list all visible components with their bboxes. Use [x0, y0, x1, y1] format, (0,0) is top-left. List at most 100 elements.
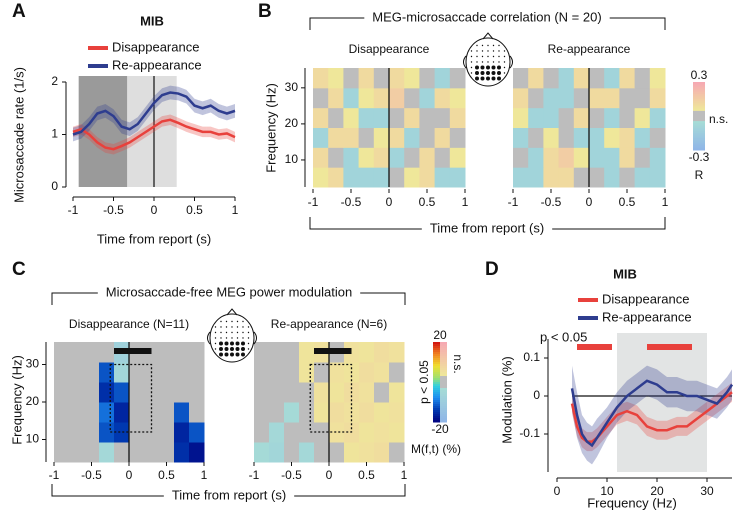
heatmap-cell — [589, 87, 605, 109]
heatmap-cell — [99, 442, 115, 463]
sensor — [214, 331, 217, 334]
colorbar-step — [440, 400, 447, 403]
heatmap-cell — [449, 167, 466, 188]
chart-title: Microsaccade-free MEG power modulation — [106, 284, 352, 299]
colorbar-step — [440, 346, 447, 349]
colorbar-step — [693, 100, 705, 103]
sensor — [214, 342, 217, 345]
heatmap-cell — [329, 422, 345, 443]
colorbar-step — [433, 392, 440, 395]
sensor — [487, 55, 489, 58]
heatmap-cell — [284, 362, 300, 383]
heatmap-cell — [159, 442, 175, 463]
head-ear — [509, 55, 513, 69]
panel-label: B — [258, 1, 272, 22]
heatmap-cell — [389, 402, 405, 423]
x-tick-label: 0.5 — [186, 203, 203, 217]
colorbar-step — [433, 412, 440, 415]
colorbar-step — [693, 129, 705, 132]
colorbar-step — [440, 348, 447, 351]
sensor — [247, 326, 250, 328]
colorbar-step — [433, 378, 440, 381]
colorbar-step — [433, 364, 440, 367]
heatmap-cell — [359, 402, 375, 423]
x-tick-label: 1 — [401, 468, 408, 482]
colorbar-step — [440, 364, 447, 367]
heatmap-cell — [344, 442, 360, 463]
colorbar-step — [440, 410, 447, 413]
colorbar-title: R — [695, 168, 704, 182]
heatmap-cell — [374, 402, 390, 423]
heatmap-cell — [343, 167, 360, 188]
x-tick-label: 0 — [386, 195, 393, 209]
heatmap-cell — [513, 68, 529, 89]
legend-label: Re-appearance — [602, 309, 692, 324]
colorbar-step — [693, 127, 705, 131]
heatmap-cell — [528, 68, 544, 89]
heatmap-cell — [69, 342, 85, 363]
heatmap-cell — [299, 402, 315, 423]
legend-label: Re-appearance — [112, 57, 202, 72]
heatmap-cell — [358, 127, 375, 148]
colorbar-step — [433, 394, 440, 397]
heatmap-cell — [314, 362, 330, 383]
sensor — [241, 341, 245, 346]
sensor — [498, 44, 500, 47]
colorbar-step — [433, 402, 440, 405]
sensor — [498, 61, 500, 63]
heatmap-cell — [404, 147, 420, 168]
heatmap-cell — [634, 68, 651, 89]
colorbar-step — [440, 404, 447, 407]
heatmap-cell — [189, 342, 205, 363]
colorbar-step — [433, 404, 440, 407]
sensor — [476, 61, 478, 63]
heatmap-cell — [343, 87, 360, 109]
colorbar-step — [440, 402, 447, 405]
heatmap-cell — [269, 362, 285, 383]
heatmap-cell — [299, 382, 315, 403]
heatmap-cell — [619, 87, 636, 109]
colorbar-step — [433, 416, 440, 419]
colorbar-step — [440, 406, 447, 409]
sensor — [486, 71, 490, 75]
x-tick-label: -1 — [49, 468, 60, 482]
colorbar-step — [693, 102, 705, 105]
heatmap-cell — [374, 442, 390, 463]
heatmap-cell — [54, 342, 70, 363]
colorbar-step — [433, 388, 440, 391]
head-ear — [207, 331, 211, 345]
heatmap-cell — [558, 147, 575, 168]
colorbar-step — [440, 416, 447, 419]
heatmap-cell — [84, 402, 100, 423]
heatmap-cell — [313, 167, 329, 188]
heatmap-cell — [189, 362, 205, 383]
heatmap-cell — [359, 362, 375, 383]
colorbar-step — [693, 105, 705, 108]
heatmap-cell — [404, 107, 420, 128]
heatmap-cell — [419, 147, 436, 168]
heatmap-cell — [313, 87, 329, 109]
sensor — [235, 347, 240, 351]
colorbar-step — [440, 392, 447, 395]
heatmap-cell — [434, 127, 451, 148]
heatmap-cell — [419, 87, 436, 109]
colorbar-step — [693, 109, 705, 112]
x-axis-label: Frequency (Hz) — [587, 495, 677, 510]
colorbar-step — [433, 360, 440, 363]
heatmap-cell — [189, 442, 205, 463]
heatmap-cell — [373, 87, 390, 109]
sensor — [242, 337, 244, 339]
colorbar-step — [440, 398, 447, 401]
heatmap-cell — [573, 127, 590, 148]
sensor — [220, 331, 222, 334]
colorbar-step — [693, 139, 705, 142]
colorbar-step — [693, 121, 705, 124]
heatmap-cell — [649, 127, 666, 148]
colorbar-step — [693, 85, 705, 88]
sensor — [220, 326, 222, 328]
series-line — [72, 91, 236, 136]
heatmap-cell — [114, 382, 130, 403]
error-band — [662, 373, 672, 408]
heatmap-cell — [329, 382, 345, 403]
heatmap-cell — [84, 422, 100, 443]
